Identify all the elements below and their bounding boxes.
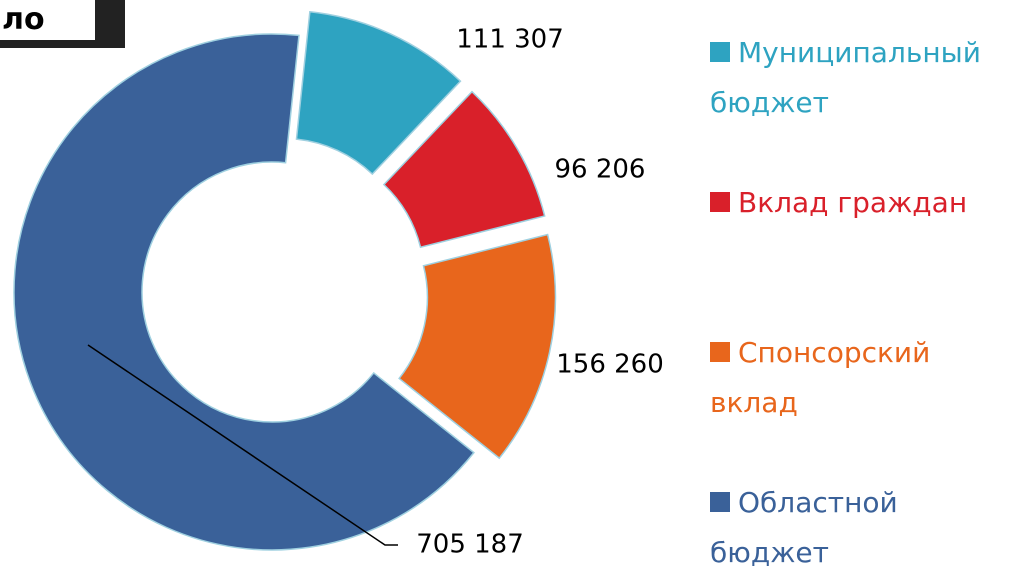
leader-line: [87, 344, 398, 546]
title: ло: [0, 0, 95, 40]
slice: [382, 90, 546, 249]
legend-label: Областной бюджет: [710, 486, 898, 569]
legend-item: Муниципальный бюджет: [710, 28, 1010, 128]
data-label: 111 307: [456, 25, 564, 55]
data-label: 96 206: [555, 155, 646, 185]
legend-swatch: [710, 42, 730, 62]
legend-swatch: [710, 342, 730, 362]
legend-label: Муниципальный бюджет: [710, 36, 981, 119]
data-label: 705 187: [416, 530, 524, 560]
slice: [398, 233, 557, 460]
legend-item: Вклад граждан: [710, 178, 1010, 228]
legend-label: Вклад граждан: [738, 186, 968, 219]
data-label: 156 260: [556, 350, 664, 380]
legend-swatch: [710, 492, 730, 512]
legend-label: Спонсорский вклад: [710, 336, 931, 419]
legend-swatch: [710, 192, 730, 212]
legend-item: Областной бюджет: [710, 478, 1010, 578]
legend-item: Спонсорский вклад: [710, 328, 1010, 428]
slice: [13, 33, 475, 551]
slice: [295, 10, 462, 176]
